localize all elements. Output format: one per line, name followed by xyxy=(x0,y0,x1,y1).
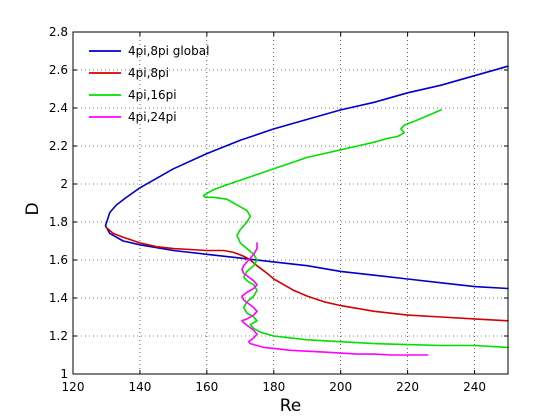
y-tick-labels: 1 1.2 1.4 1.6 1.8 2 2.2 2.4 2.6 2.8 xyxy=(49,25,68,381)
y-tick-label: 1.2 xyxy=(49,329,68,343)
series-line-3 xyxy=(202,109,509,349)
x-tick-label: 120 xyxy=(62,380,85,394)
y-tick-label: 2.6 xyxy=(49,63,68,77)
axis-ticks xyxy=(72,31,508,375)
series-line-2 xyxy=(105,226,509,322)
legend-label-2: 4pi,8pi xyxy=(128,66,169,80)
y-tick-label: 2.8 xyxy=(49,25,68,39)
legend-label-1: 4pi,8pi global xyxy=(128,44,209,58)
legend-label-4: 4pi,24pi xyxy=(128,110,177,124)
x-tick-labels: 120 140 160 180 200 220 240 xyxy=(62,380,486,394)
x-axis-label: Re xyxy=(280,396,302,416)
x-tick-label: 200 xyxy=(329,380,352,394)
y-tick-label: 1.6 xyxy=(49,253,68,267)
x-tick-label: 140 xyxy=(128,380,151,394)
x-tick-label: 160 xyxy=(195,380,218,394)
legend-label-3: 4pi,16pi xyxy=(128,88,177,102)
series-line-4 xyxy=(241,242,429,356)
plot-area xyxy=(73,32,508,374)
grid-lines xyxy=(72,31,508,375)
x-tick-label: 220 xyxy=(396,380,419,394)
legend: 4pi,8pi global 4pi,8pi 4pi,16pi 4pi,24pi xyxy=(89,44,209,124)
y-tick-label: 1 xyxy=(60,367,68,381)
y-axis-label: D xyxy=(23,202,43,215)
x-tick-label: 240 xyxy=(463,380,486,394)
y-tick-label: 1.8 xyxy=(49,215,68,229)
series-line-1 xyxy=(104,65,509,290)
y-tick-label: 2.4 xyxy=(49,101,68,115)
y-tick-label: 1.4 xyxy=(49,291,68,305)
y-tick-label: 2 xyxy=(60,177,68,191)
plot-frame xyxy=(72,31,509,375)
series-lines xyxy=(104,65,509,356)
y-tick-label: 2.2 xyxy=(49,139,68,153)
x-tick-label: 180 xyxy=(262,380,285,394)
